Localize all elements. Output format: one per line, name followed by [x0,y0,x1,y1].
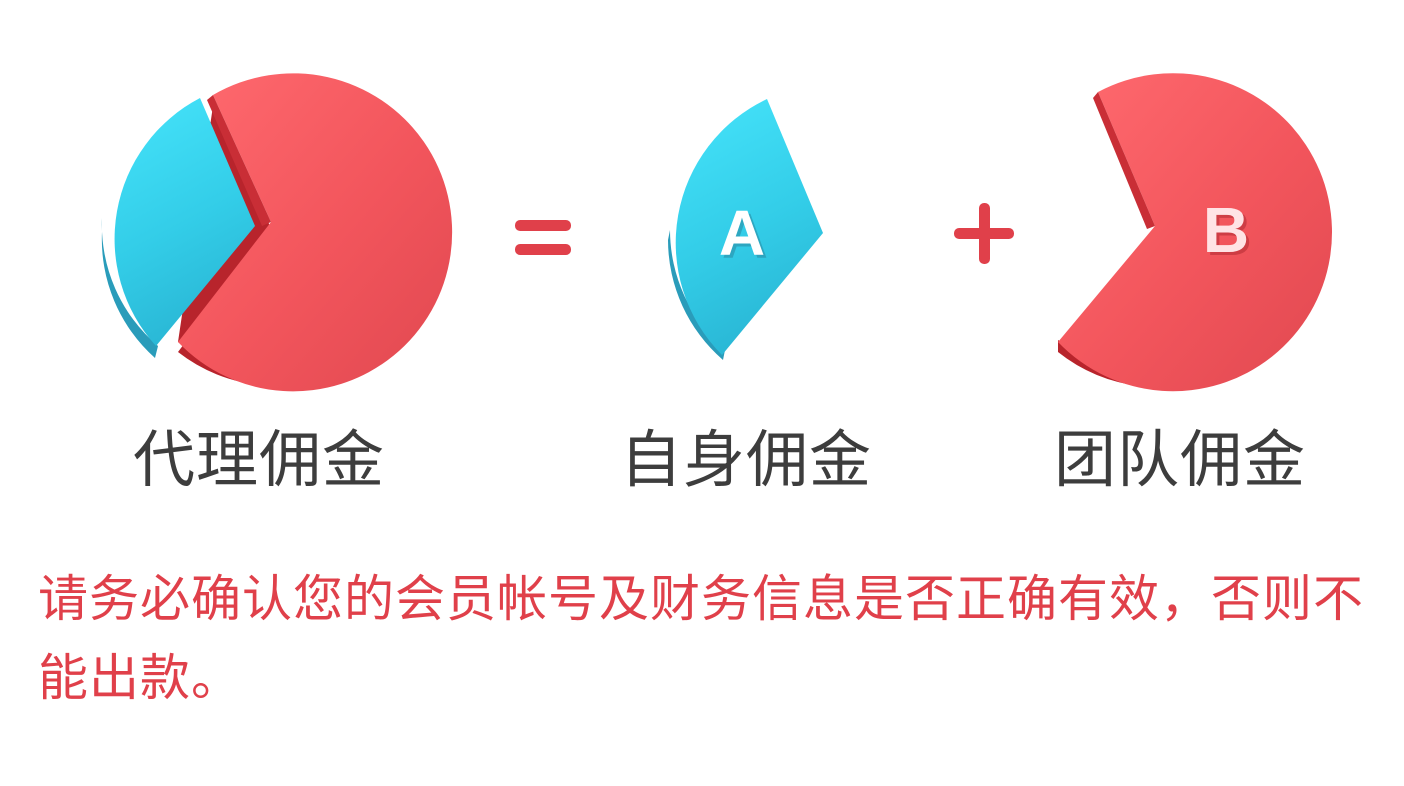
commission-equation-diagram: A A B B [101,73,1332,392]
total-pie-cyan-depth [101,218,158,358]
withdrawal-notice: 请务必确认您的会员帐号及财务信息是否正确有效，否则不能出款。 [38,570,1364,707]
total-pie-red-depth [178,106,421,386]
total-commission-pie-icon [101,73,453,392]
slice-b-cut-edge [1093,92,1155,229]
slice-b-letter: B [1203,194,1249,266]
own-commission-slice-a-icon: A A [668,99,823,360]
plus-sign-icon [954,203,1014,264]
slice-b-top [1058,73,1332,392]
slice-b-letter-shadow: B [1206,197,1252,269]
total-pie-red-cut-edge [207,95,271,226]
team-commission-slice-b-icon: B B [1058,73,1332,392]
total-pie-cyan-slice [114,98,255,346]
slice-a-letter: A [719,197,765,269]
equals-sign-icon [515,220,571,255]
slice-a-top [675,99,823,355]
own-commission-label: 自身佣金 [620,423,873,496]
team-commission-label: 团队佣金 [1054,423,1307,496]
total-pie-red-slice [178,73,453,392]
total-commission-label: 代理佣金 [133,423,386,496]
slice-a-letter-shadow: A [722,200,768,272]
